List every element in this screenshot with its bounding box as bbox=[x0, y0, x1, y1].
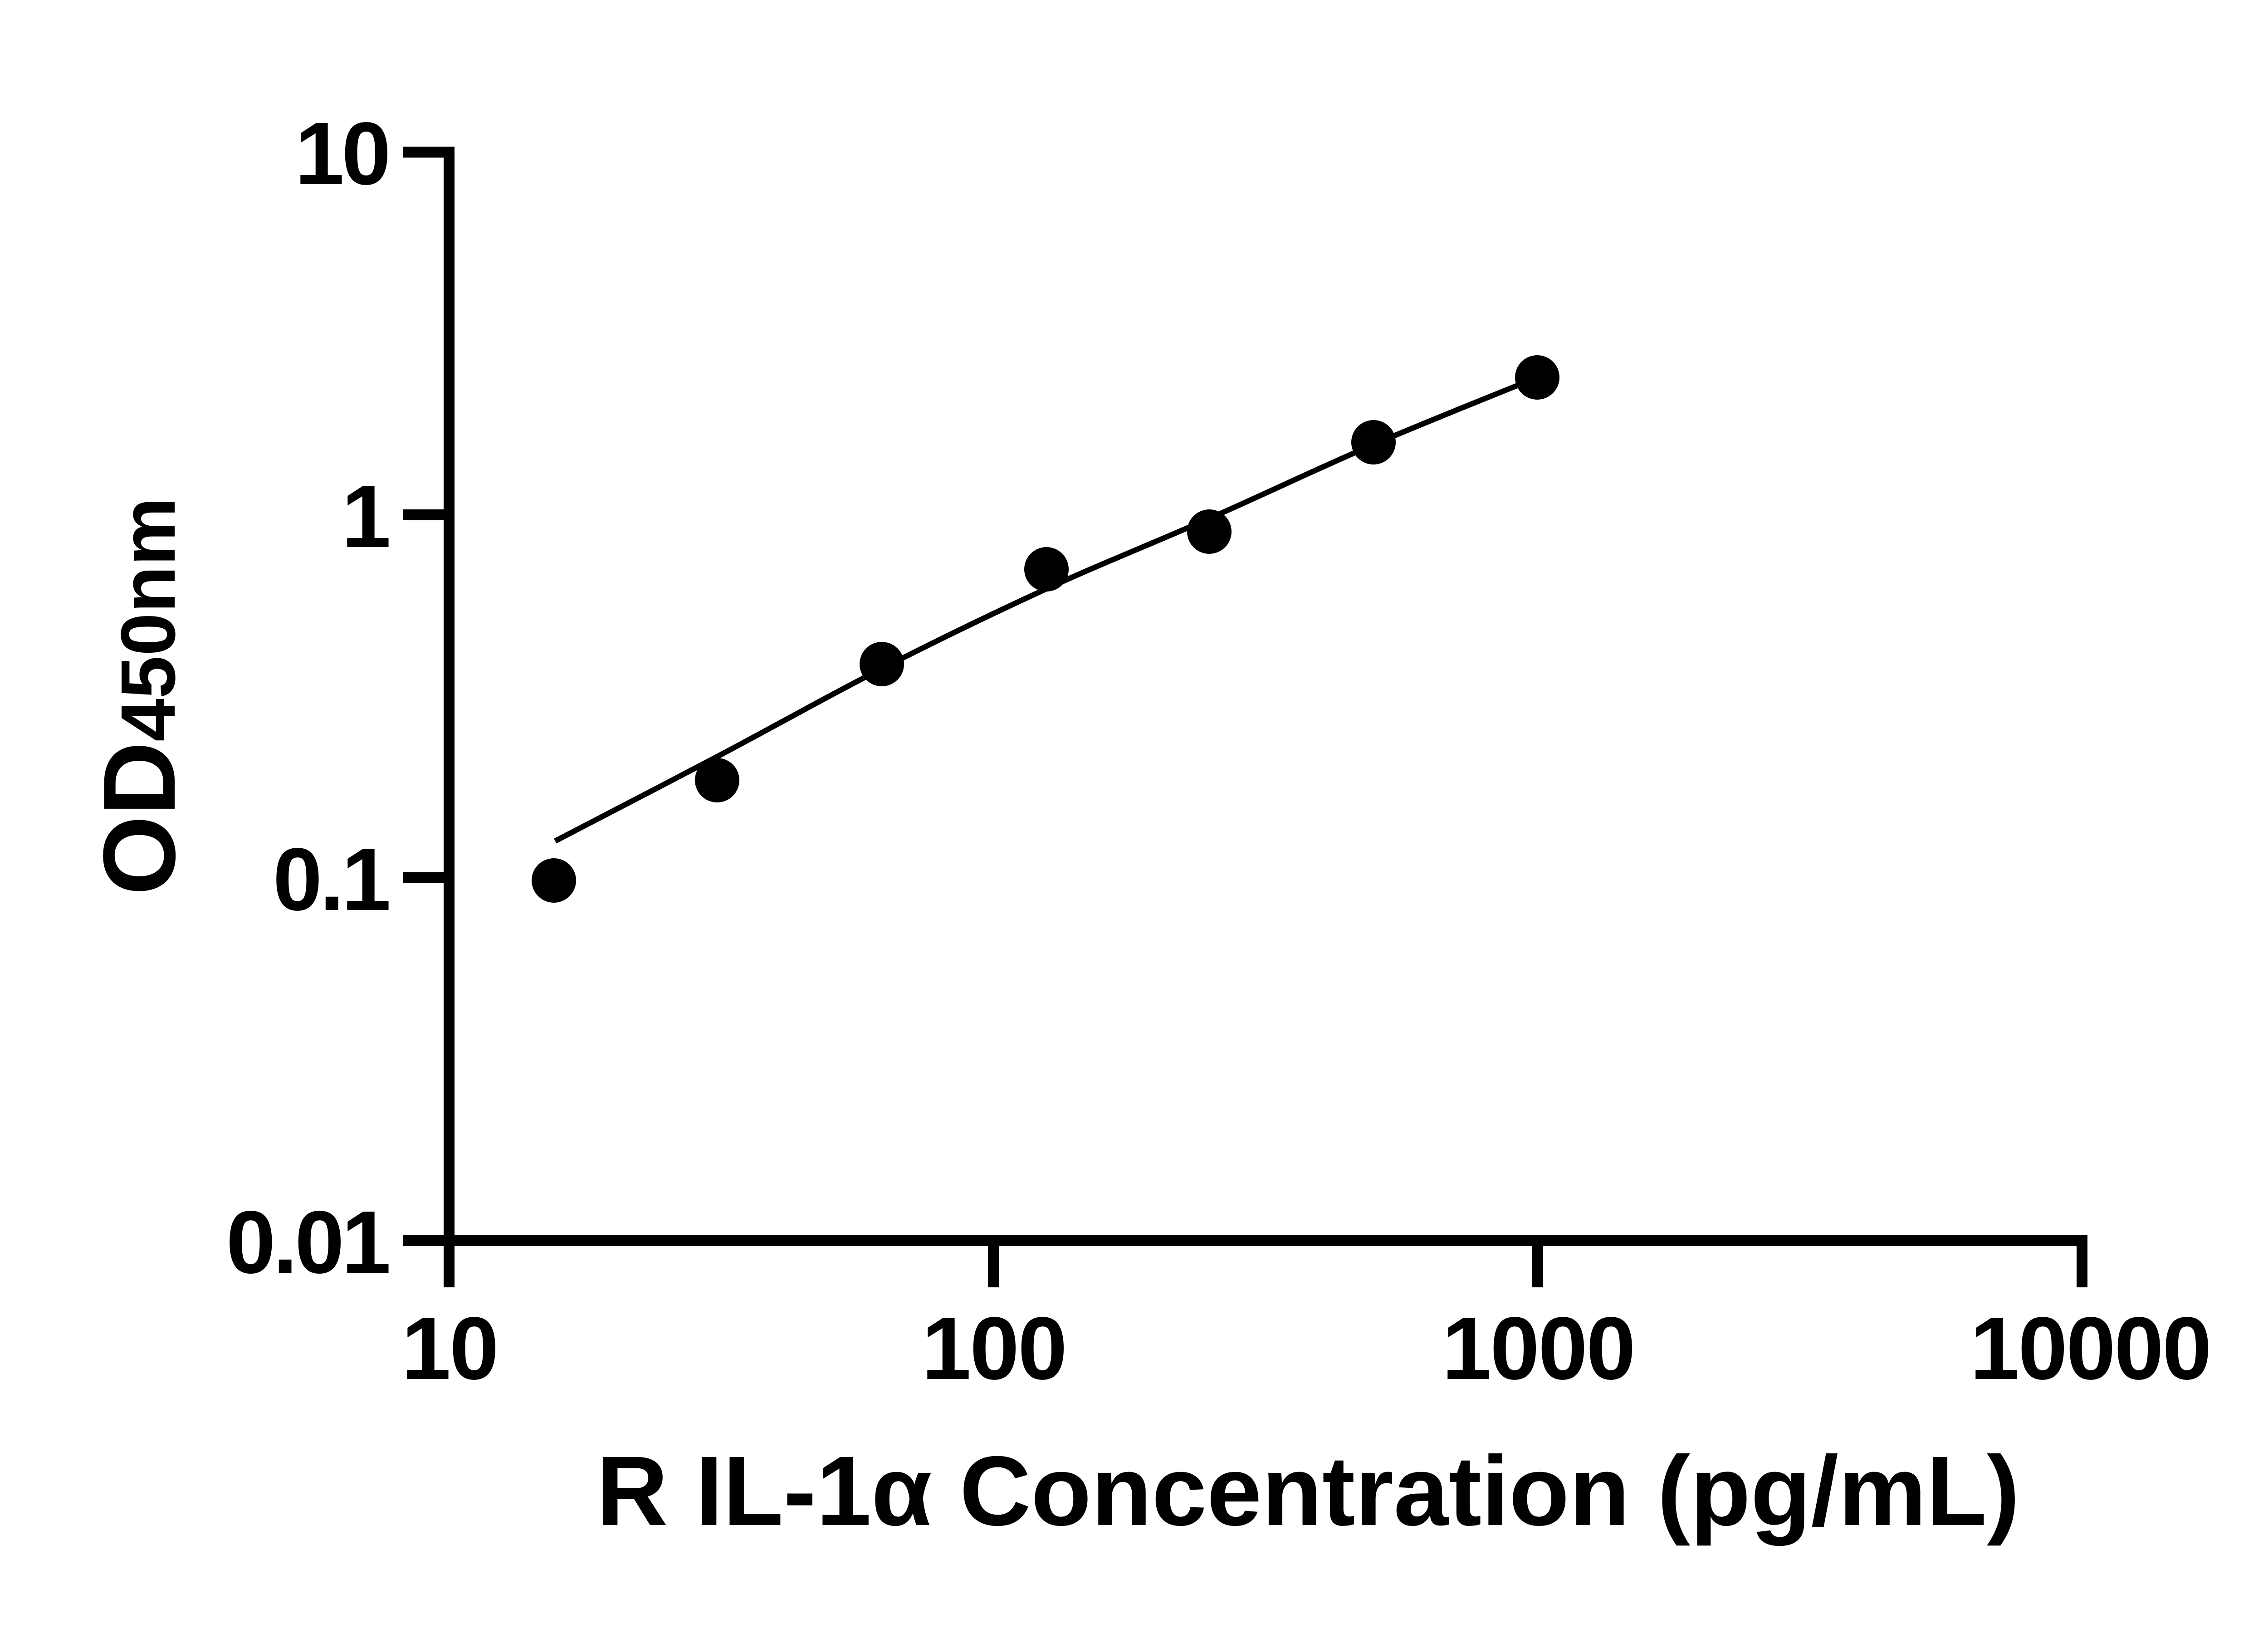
svg-text:0.1: 0.1 bbox=[273, 830, 389, 929]
svg-text:10: 10 bbox=[401, 1299, 498, 1398]
svg-text:OD450nm: OD450nm bbox=[82, 497, 196, 895]
svg-text:0.01: 0.01 bbox=[226, 1193, 389, 1292]
svg-text:R IL-1α Concentration (pg/mL): R IL-1α Concentration (pg/mL) bbox=[596, 1436, 2019, 1546]
svg-text:1: 1 bbox=[342, 467, 389, 566]
svg-text:100: 100 bbox=[922, 1299, 1066, 1398]
svg-text:1000: 1000 bbox=[1442, 1299, 1634, 1398]
svg-text:10: 10 bbox=[295, 104, 388, 203]
svg-text:10000: 10000 bbox=[1970, 1299, 2210, 1398]
